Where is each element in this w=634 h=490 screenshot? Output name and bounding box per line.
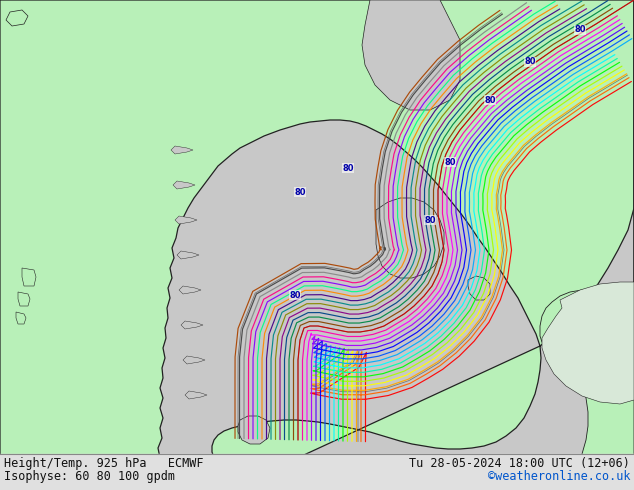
Polygon shape (6, 10, 28, 26)
Polygon shape (181, 321, 203, 329)
Polygon shape (376, 198, 444, 278)
Polygon shape (179, 286, 201, 294)
Polygon shape (22, 268, 36, 286)
Text: 80: 80 (574, 25, 586, 34)
Bar (0, 454, 634, 490)
Polygon shape (183, 356, 205, 364)
Polygon shape (542, 282, 634, 404)
Text: 80: 80 (524, 57, 536, 67)
Polygon shape (540, 0, 634, 490)
Text: Isophyse: 60 80 100 gpdm: Isophyse: 60 80 100 gpdm (4, 470, 175, 483)
Text: 80: 80 (342, 164, 354, 172)
Text: 80: 80 (484, 96, 496, 104)
Polygon shape (173, 181, 195, 189)
Text: ©weatheronline.co.uk: ©weatheronline.co.uk (488, 470, 630, 483)
Polygon shape (468, 276, 490, 300)
Text: Tu 28-05-2024 18:00 UTC (12+06): Tu 28-05-2024 18:00 UTC (12+06) (409, 457, 630, 470)
Polygon shape (177, 251, 199, 259)
Polygon shape (171, 146, 193, 154)
Polygon shape (16, 312, 26, 324)
Text: 80: 80 (424, 216, 436, 224)
Text: 80: 80 (444, 157, 456, 167)
Polygon shape (362, 0, 460, 110)
Polygon shape (185, 391, 207, 399)
Text: 80: 80 (289, 291, 301, 299)
Text: 80: 80 (294, 188, 306, 196)
Polygon shape (238, 416, 270, 444)
Text: Height/Temp. 925 hPa   ECMWF: Height/Temp. 925 hPa ECMWF (4, 457, 204, 470)
Polygon shape (175, 216, 197, 224)
Polygon shape (18, 292, 30, 306)
